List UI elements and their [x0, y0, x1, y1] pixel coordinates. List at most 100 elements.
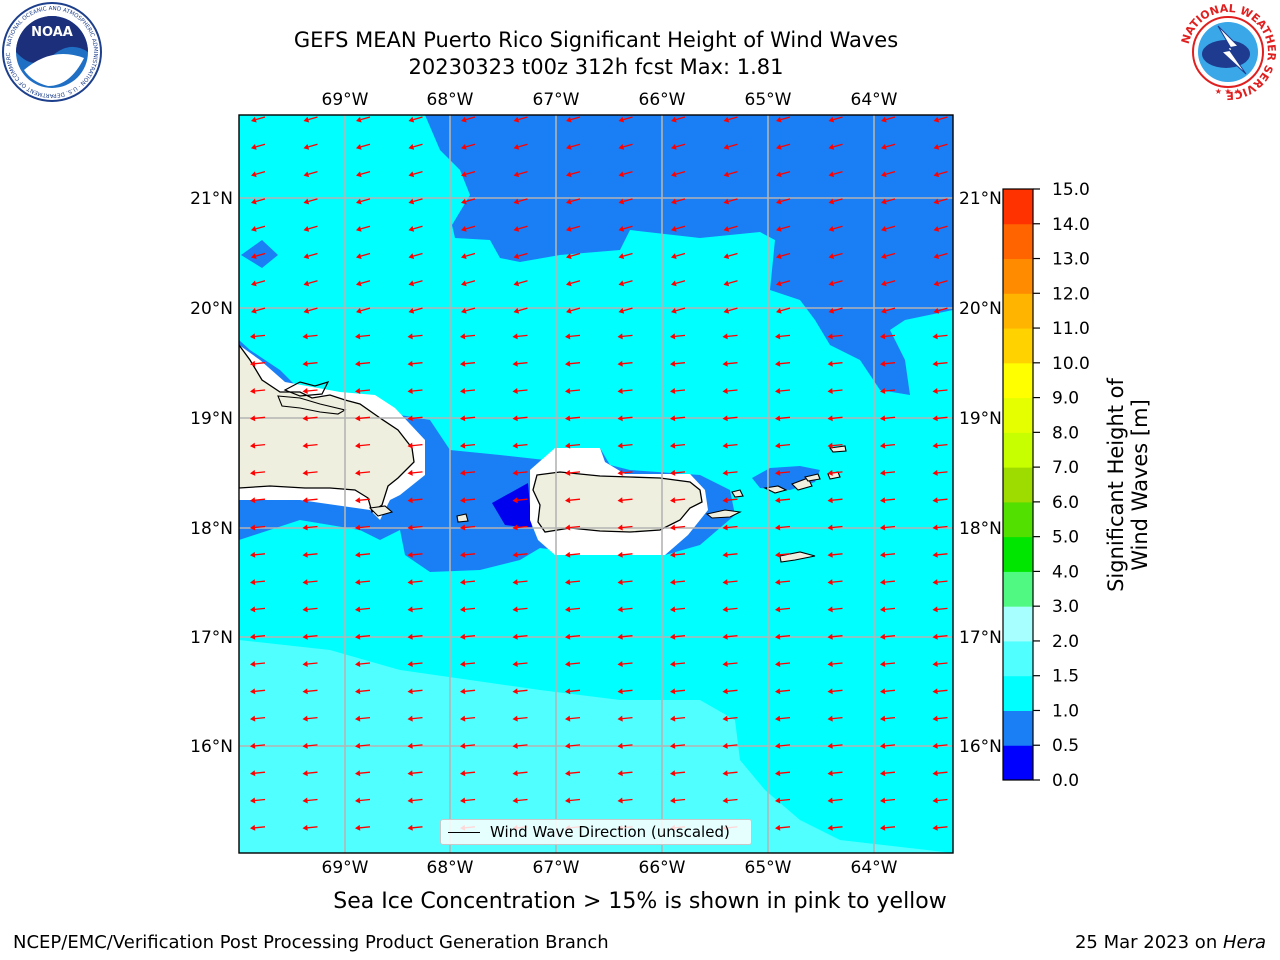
wind-arrow	[512, 688, 528, 695]
wind-arrow	[722, 606, 738, 613]
wind-arrow	[356, 170, 371, 178]
wind-arrow	[827, 688, 843, 695]
wind-arrow	[618, 198, 633, 205]
chart-title: GEFS MEAN Puerto Rico Significant Height…	[293, 28, 899, 52]
colorbar-tick-label: 10.0	[1052, 354, 1090, 374]
wind-arrow	[565, 360, 581, 367]
wind-arrow	[250, 524, 266, 531]
wind-arrow	[512, 715, 528, 722]
wind-arrow	[617, 715, 633, 722]
wind-arrow	[881, 280, 896, 287]
wind-arrow	[723, 116, 738, 123]
wind-arrow	[355, 742, 371, 749]
colorbar-segment	[1003, 432, 1033, 468]
wind-arrow	[303, 280, 318, 287]
wind-arrow	[671, 252, 686, 260]
land-hispaniola-north-cape	[283, 381, 330, 397]
wind-arrow	[723, 225, 738, 232]
wind-arrow	[565, 742, 581, 749]
wind-arrow	[775, 360, 791, 367]
wind-arrow	[460, 333, 476, 340]
wind-arrow	[617, 388, 633, 394]
wind-arrow	[407, 442, 423, 449]
wind-arrow	[355, 333, 371, 340]
wind-arrow	[512, 770, 528, 777]
wind-arrow	[251, 307, 266, 314]
wind-arrow	[932, 360, 948, 367]
colorbar-tick-label: 1.5	[1052, 667, 1079, 687]
wind-arrow	[776, 198, 791, 205]
wind-arrow	[407, 469, 423, 476]
wind-arrow	[828, 170, 843, 178]
wind-arrow	[302, 824, 318, 831]
wind-arrow	[881, 170, 896, 178]
wind-arrow	[880, 333, 896, 340]
colorbar-segment	[1003, 710, 1033, 746]
wind-arrow	[407, 333, 423, 340]
wind-arrow	[513, 280, 528, 287]
wind-arrow	[775, 770, 791, 777]
wind-wave-arrows	[250, 116, 948, 831]
colorbar	[1003, 189, 1033, 781]
wind-arrow	[880, 497, 896, 504]
wind-arrow	[407, 715, 423, 722]
wind-arrow	[881, 252, 896, 260]
wind-arrow	[932, 524, 948, 531]
wind-arrow	[565, 469, 581, 476]
wind-arrow	[880, 469, 896, 476]
wind-arrow	[566, 198, 581, 205]
wind-arrow	[932, 688, 948, 695]
wind-arrow	[460, 742, 476, 749]
wind-arrow	[880, 742, 896, 749]
wind-arrow	[302, 715, 318, 722]
wind-arrow	[670, 579, 686, 586]
colorbar-ticks: 0.0 0.5 1.0 1.5 2.0 3.0 4.0 5.0 6.0 7.0 8.0 9.0 10.0…	[1033, 180, 1090, 791]
wind-arrow	[670, 415, 686, 422]
wind-arrow	[302, 606, 318, 613]
wind-arrow	[460, 661, 476, 667]
wind-arrow	[670, 524, 686, 531]
wind-arrow	[566, 225, 581, 232]
wind-arrow	[617, 360, 633, 367]
wind-arrow	[355, 388, 371, 394]
wind-arrow	[250, 469, 266, 476]
lon-label-top: 64°W	[851, 90, 898, 110]
wind-arrow	[775, 606, 791, 613]
colorbar-segment	[1003, 223, 1033, 260]
footer-machine: Hera	[1222, 932, 1266, 953]
wind-arrow	[880, 715, 896, 722]
wind-arrow	[932, 579, 948, 586]
wind-arrow	[408, 252, 423, 260]
wind-arrow	[775, 688, 791, 695]
wind-arrow	[723, 170, 738, 178]
wind-arrow	[302, 742, 318, 749]
wind-arrow	[566, 280, 581, 287]
wind-arrow	[670, 633, 686, 640]
wind-arrow	[250, 688, 266, 695]
wind-arrow	[303, 170, 318, 178]
wind-arrow	[827, 497, 843, 504]
wind-arrow	[460, 770, 476, 777]
wind-arrow	[617, 497, 633, 504]
wind-arrow	[303, 225, 318, 232]
wind-arrow	[407, 497, 423, 504]
wind-arrow	[827, 360, 843, 367]
wind-arrow	[565, 633, 581, 640]
wind-arrow	[460, 606, 476, 613]
wind-arrow	[775, 469, 791, 476]
wind-arrow	[618, 143, 633, 150]
wind-arrow	[775, 824, 791, 831]
wind-arrow	[303, 143, 318, 150]
wind-arrow	[565, 770, 581, 777]
lon-label-bottom: 69°W	[322, 858, 369, 878]
colorbar-segment	[1003, 745, 1033, 781]
wind-arrow	[355, 606, 371, 613]
lat-label-right: 20°N	[959, 299, 1002, 319]
wind-arrow	[251, 198, 266, 205]
wind-arrow	[513, 252, 528, 260]
wind-arrow	[775, 524, 791, 531]
wind-arrow	[408, 198, 423, 205]
wind-arrow	[461, 225, 476, 232]
wind-arrow	[880, 770, 896, 777]
wind-arrow	[461, 307, 476, 314]
